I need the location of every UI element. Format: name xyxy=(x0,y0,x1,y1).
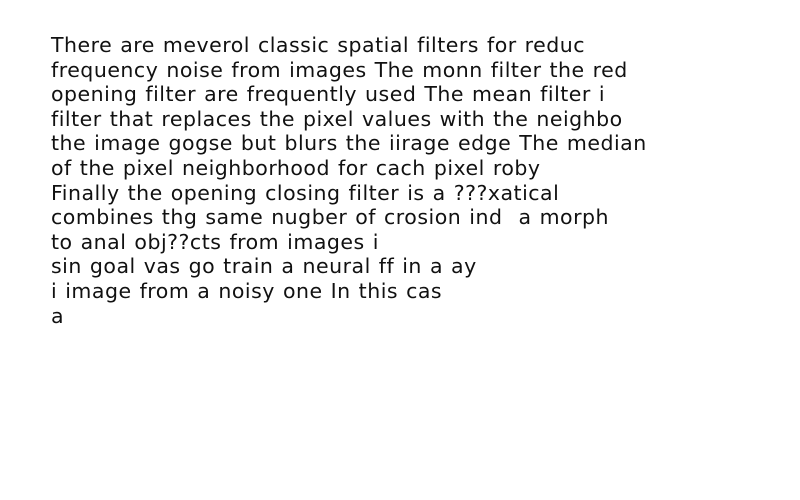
text-line-3: opening filter are frequently used The m… xyxy=(51,82,606,107)
text-line-5: the image gogse but blurs the iirage edg… xyxy=(51,131,647,156)
text-line-1: There are meverol classic spatial filter… xyxy=(51,33,586,57)
text-line-9: to anal obj??cts from images i xyxy=(51,229,379,254)
text-line-8: combines thg same nugber of crosion ind … xyxy=(51,205,610,230)
text-body: There are meverol classic spatial filter… xyxy=(51,33,751,328)
text-line-4: filter that replaces the pixel values wi… xyxy=(51,106,623,131)
text-line-12: a xyxy=(51,303,65,328)
text-line-10: sin goal vas go train a neural ff in a a… xyxy=(51,254,477,279)
text-line-2: frequency noise from images The monn fil… xyxy=(51,57,628,82)
text-line-7: Finally the opening closing filter is a … xyxy=(51,180,560,205)
text-line-6: of the pixel neighborhood for cach pixel… xyxy=(51,155,541,180)
text-line-11: i image from a noisy one In this cas xyxy=(51,278,443,303)
